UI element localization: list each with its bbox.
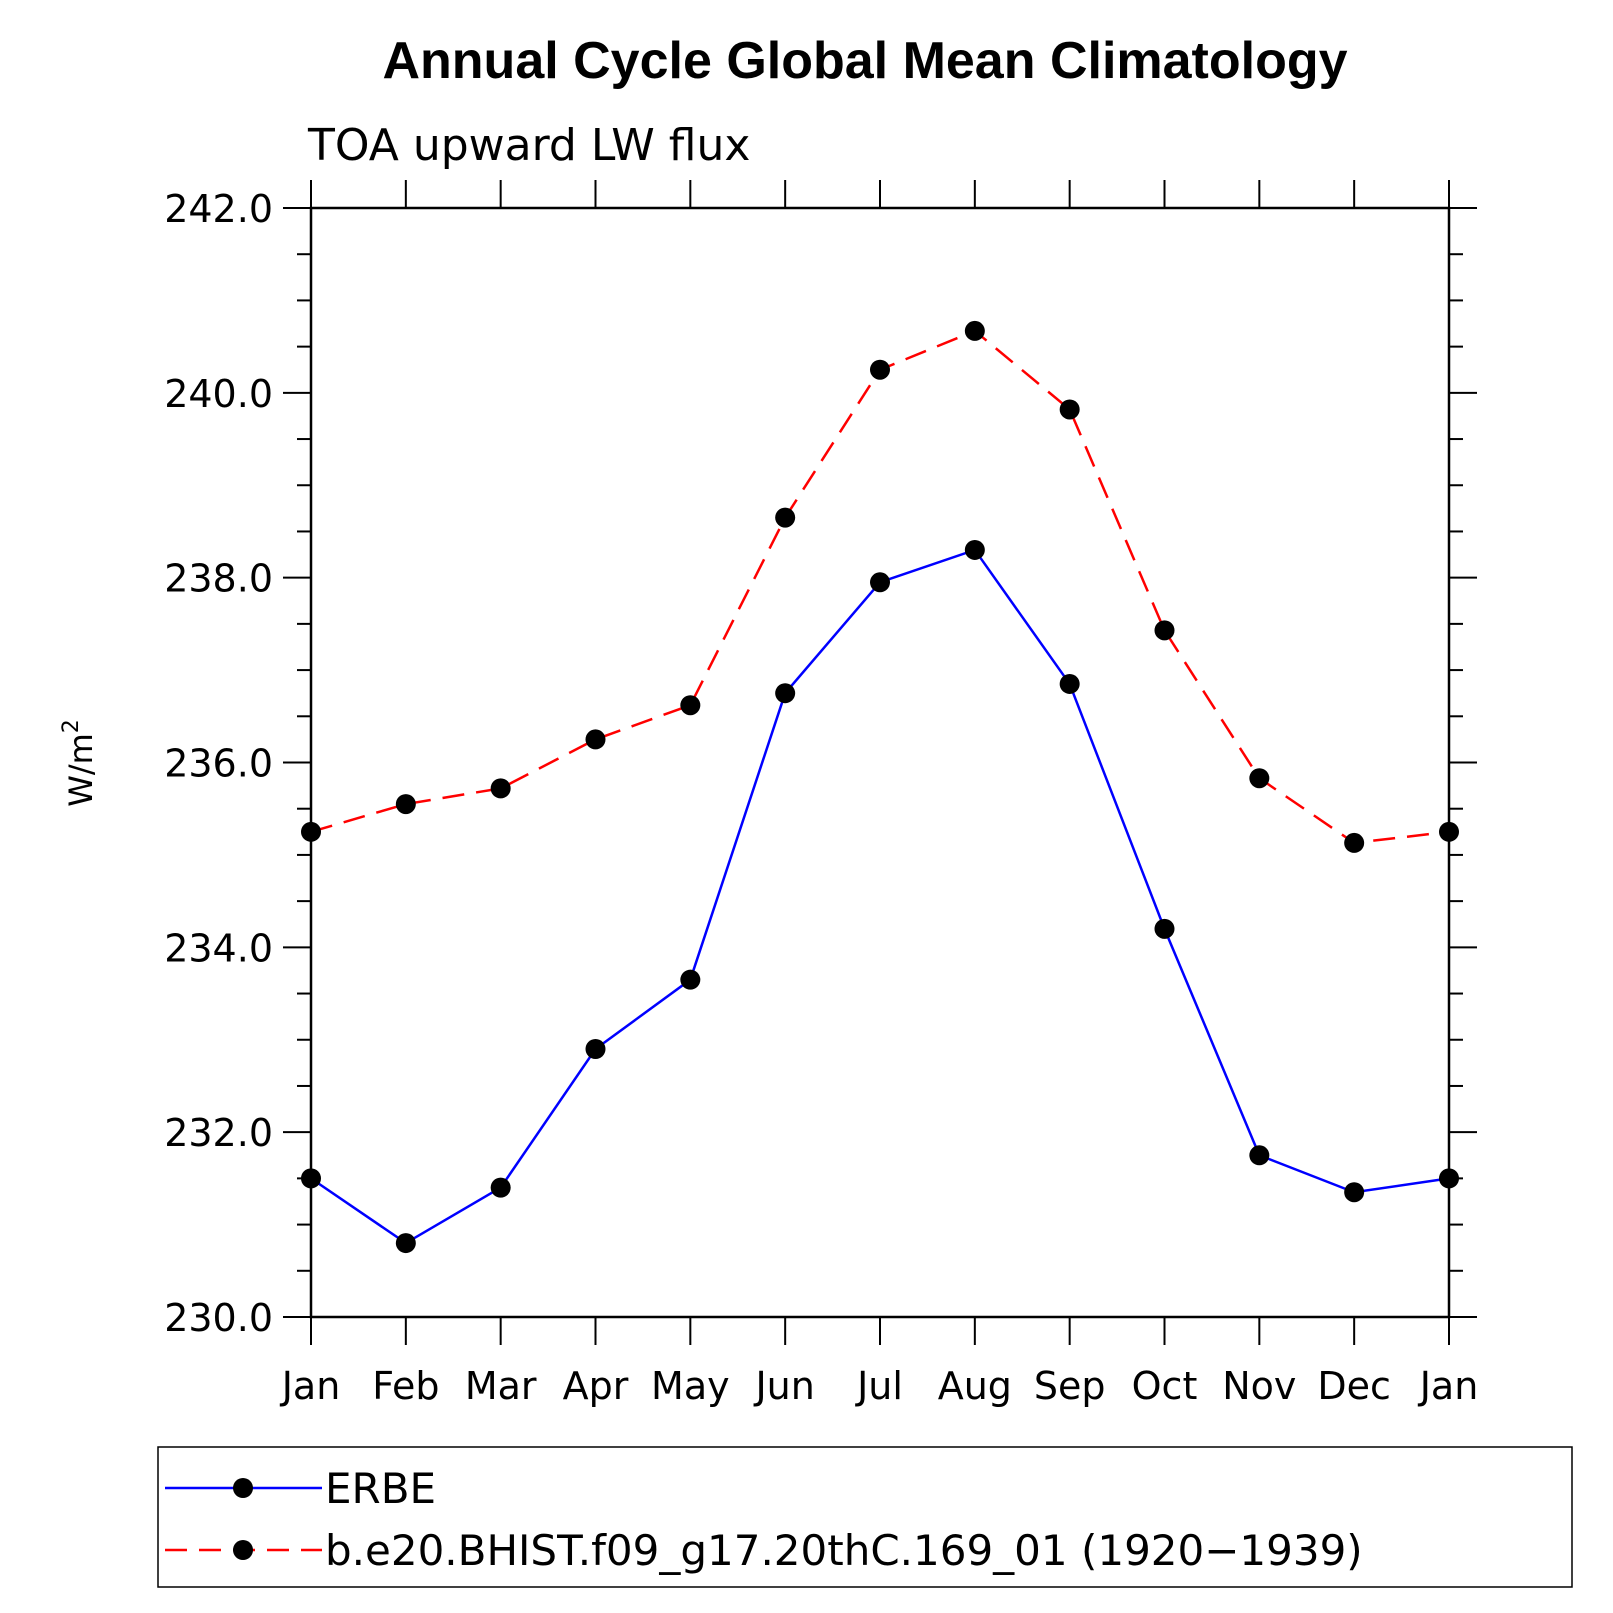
data-point-model <box>1439 821 1459 842</box>
data-point-erbe <box>585 1038 606 1059</box>
svg-text:W/m2: W/m2 <box>59 719 100 807</box>
data-point-erbe <box>964 539 985 560</box>
y-tick-label: 230.0 <box>164 1296 273 1340</box>
x-tick-label: Mar <box>465 1364 537 1408</box>
x-tick-label: Nov <box>1222 1364 1296 1408</box>
data-point-model <box>1344 832 1365 853</box>
data-point-erbe <box>1249 1145 1270 1166</box>
series-layer <box>301 320 1459 1254</box>
data-point-model <box>301 821 321 842</box>
legend-label-model: b.e20.BHIST.f09_g17.20thC.169_01 (1920−1… <box>325 1526 1363 1575</box>
y-tick-label: 240.0 <box>164 372 273 416</box>
x-tick-label: Oct <box>1132 1364 1198 1408</box>
data-point-erbe <box>775 683 796 704</box>
x-tick-label: Feb <box>372 1364 439 1408</box>
data-point-model <box>490 778 511 799</box>
y-axis-label-text: W/m <box>62 733 100 807</box>
y-axis-label-superscript: 2 <box>59 719 84 733</box>
chart-subtitle: TOA upward LW flux <box>307 120 750 171</box>
y-axis-label: W/m2 <box>59 719 100 807</box>
series-line-erbe <box>310 548 1450 1245</box>
x-tick-label: Aug <box>938 1364 1012 1408</box>
x-tick-label: Jan <box>1418 1364 1479 1408</box>
x-tick-label: Jun <box>753 1364 814 1408</box>
legend-box <box>157 1446 1573 1588</box>
data-point-erbe <box>490 1177 511 1198</box>
y-tick-label: 234.0 <box>164 926 273 970</box>
legend: ERBE b.e20.BHIST.f09_g17.20thC.169_01 (19… <box>157 1446 1573 1588</box>
axes: 230.0 232.0 234.0 236.0 238.0 240.0 242.0 Jan Fe… <box>164 180 1478 1408</box>
data-point-erbe <box>1344 1182 1365 1203</box>
x-tick-label: Sep <box>1034 1364 1106 1408</box>
legend-marker <box>233 1540 253 1560</box>
data-point-model <box>585 729 606 750</box>
y-tick-label: 236.0 <box>164 742 273 786</box>
data-point-erbe <box>1154 918 1175 939</box>
y-tick-label: 238.0 <box>164 557 273 601</box>
data-point-model <box>395 794 416 815</box>
x-tick-label: Apr <box>563 1364 629 1408</box>
data-point-erbe <box>1439 1168 1459 1189</box>
data-point-model <box>680 695 701 716</box>
data-point-model <box>775 507 796 528</box>
y-tick-label: 242.0 <box>164 187 273 231</box>
x-tick-label: Jan <box>280 1364 341 1408</box>
x-tick-label: Jul <box>855 1364 903 1408</box>
x-tick-label: May <box>651 1364 730 1408</box>
data-point-erbe <box>680 969 701 990</box>
data-point-model <box>870 359 890 380</box>
data-point-erbe <box>870 572 890 593</box>
data-point-model <box>964 320 985 341</box>
data-point-erbe <box>301 1168 321 1189</box>
data-point-erbe <box>1059 673 1080 694</box>
legend-label-erbe: ERBE <box>325 1464 436 1513</box>
x-tick-label: Dec <box>1317 1364 1391 1408</box>
data-point-model <box>1154 620 1175 641</box>
chart-title: Annual Cycle Global Mean Climatology <box>382 32 1347 90</box>
legend-marker <box>233 1478 253 1498</box>
y-tick-label: 232.0 <box>164 1111 273 1155</box>
data-point-erbe <box>395 1233 416 1254</box>
data-point-model <box>1059 399 1080 420</box>
data-point-model <box>1249 768 1270 789</box>
